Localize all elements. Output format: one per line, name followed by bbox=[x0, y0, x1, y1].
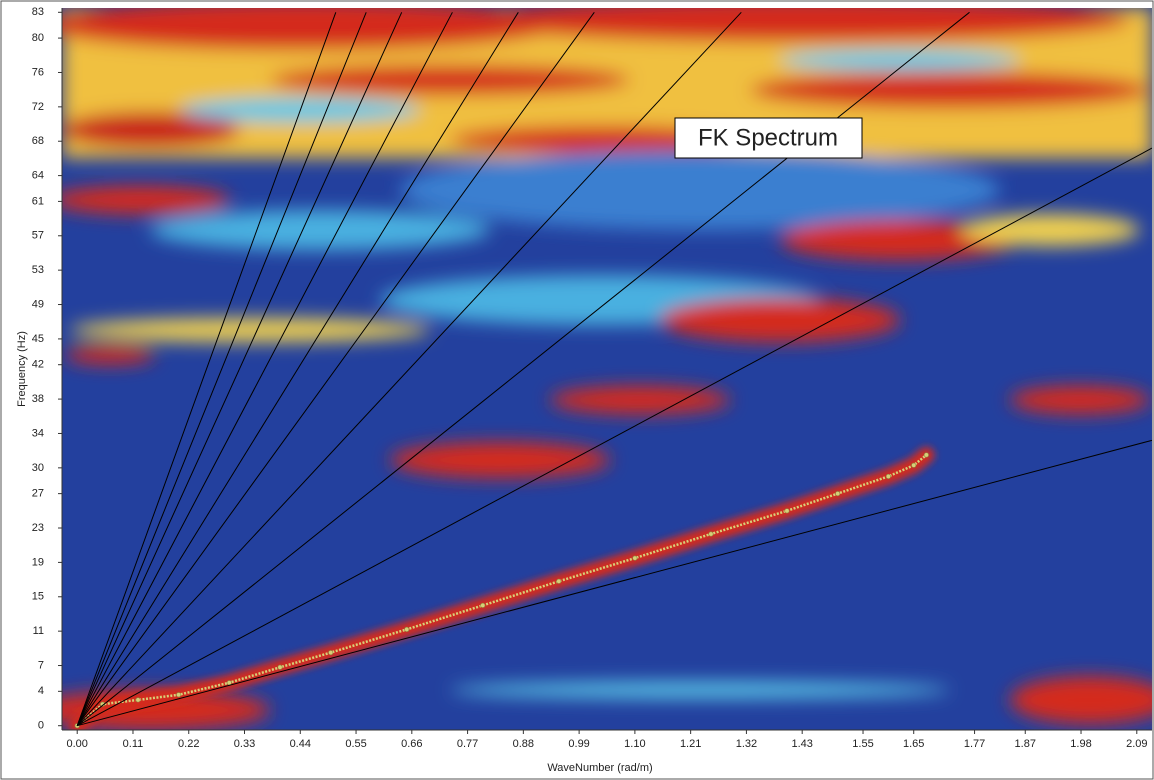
x-tick-label: 0.77 bbox=[457, 738, 478, 750]
y-tick-label: 0 bbox=[38, 720, 44, 732]
y-tick-label: 4 bbox=[38, 685, 44, 697]
velocity-line bbox=[76, 147, 1152, 727]
y-tick-label: 61 bbox=[32, 195, 44, 207]
velocity-line bbox=[76, 12, 595, 726]
x-tick-label: 1.43 bbox=[791, 738, 812, 750]
y-tick-label: 15 bbox=[32, 591, 44, 603]
y-tick-label: 72 bbox=[32, 101, 44, 113]
velocity-line bbox=[76, 12, 519, 726]
pick-point bbox=[885, 473, 891, 479]
y-tick-label: 38 bbox=[32, 393, 44, 405]
velocity-line bbox=[77, 439, 1152, 727]
velocity-line bbox=[76, 12, 337, 726]
pick-point bbox=[404, 626, 410, 632]
pick-point bbox=[708, 531, 714, 537]
velocity-line bbox=[76, 12, 453, 726]
x-tick-label: 1.10 bbox=[624, 738, 645, 750]
y-tick-label: 80 bbox=[32, 32, 44, 44]
y-tick-label: 23 bbox=[32, 522, 44, 534]
y-tick-label: 45 bbox=[32, 333, 44, 345]
x-tick-label: 1.77 bbox=[964, 738, 985, 750]
x-tick-label: 1.98 bbox=[1070, 738, 1091, 750]
pick-point bbox=[135, 697, 141, 703]
pick-point bbox=[226, 680, 232, 686]
y-tick-label: 53 bbox=[32, 264, 44, 276]
pick-point bbox=[923, 452, 929, 458]
y-tick-label: 27 bbox=[32, 488, 44, 500]
x-tick-label: 0.22 bbox=[178, 738, 199, 750]
y-tick-label: 42 bbox=[32, 359, 44, 371]
x-tick-label: 0.11 bbox=[123, 738, 144, 750]
pick-point bbox=[328, 650, 334, 656]
x-tick-label: 1.21 bbox=[680, 738, 701, 750]
chart-title: FK Spectrum bbox=[698, 124, 838, 151]
x-tick-label: 0.99 bbox=[568, 738, 589, 750]
y-tick-label: 7 bbox=[38, 659, 44, 671]
x-tick-label: 2.09 bbox=[1126, 738, 1147, 750]
pick-point bbox=[480, 602, 486, 608]
x-tick-label: 1.55 bbox=[852, 738, 873, 750]
y-tick-label: 68 bbox=[32, 135, 44, 147]
velocity-line bbox=[76, 12, 403, 726]
x-tick-label: 1.32 bbox=[736, 738, 757, 750]
pick-point bbox=[176, 692, 182, 698]
title-box bbox=[674, 117, 863, 159]
x-tick-label: 0.88 bbox=[513, 738, 534, 750]
y-tick-label: 83 bbox=[32, 6, 44, 18]
x-tick-label: 1.65 bbox=[903, 738, 924, 750]
x-tick-label: 0.55 bbox=[345, 738, 366, 750]
y-tick-label: 30 bbox=[32, 462, 44, 474]
x-axis-label: WaveNumber (rad/m) bbox=[547, 762, 652, 774]
pick-point bbox=[784, 508, 790, 514]
y-tick-label: 64 bbox=[32, 170, 44, 182]
x-tick-label: 0.00 bbox=[66, 738, 87, 750]
pick-point bbox=[556, 578, 562, 584]
velocity-line bbox=[76, 11, 742, 727]
x-tick-label: 0.44 bbox=[290, 738, 311, 750]
y-tick-label: 19 bbox=[32, 556, 44, 568]
pick-point bbox=[835, 491, 841, 497]
y-tick-label: 57 bbox=[32, 230, 44, 242]
data-layer bbox=[69, 11, 1152, 730]
velocity-line bbox=[76, 12, 367, 726]
x-tick-label: 0.66 bbox=[401, 738, 422, 750]
y-tick-label: 34 bbox=[32, 427, 44, 439]
y-axis-label: Frequency (Hz) bbox=[16, 331, 28, 407]
y-tick-label: 49 bbox=[32, 298, 44, 310]
pick-point bbox=[911, 462, 917, 468]
pick-point bbox=[277, 664, 283, 670]
heatmap bbox=[62, 8, 1152, 730]
pick-point bbox=[632, 555, 638, 561]
x-tick-label: 1.87 bbox=[1015, 738, 1036, 750]
y-tick-label: 76 bbox=[32, 66, 44, 78]
x-tick-label: 0.33 bbox=[234, 738, 255, 750]
ticks: 0 4 7 11 15 19 23 27 30 34 38 42 45 49 53 57 61 64 68 72 76 8… bbox=[32, 6, 1148, 750]
y-tick-label: 11 bbox=[33, 625, 44, 637]
